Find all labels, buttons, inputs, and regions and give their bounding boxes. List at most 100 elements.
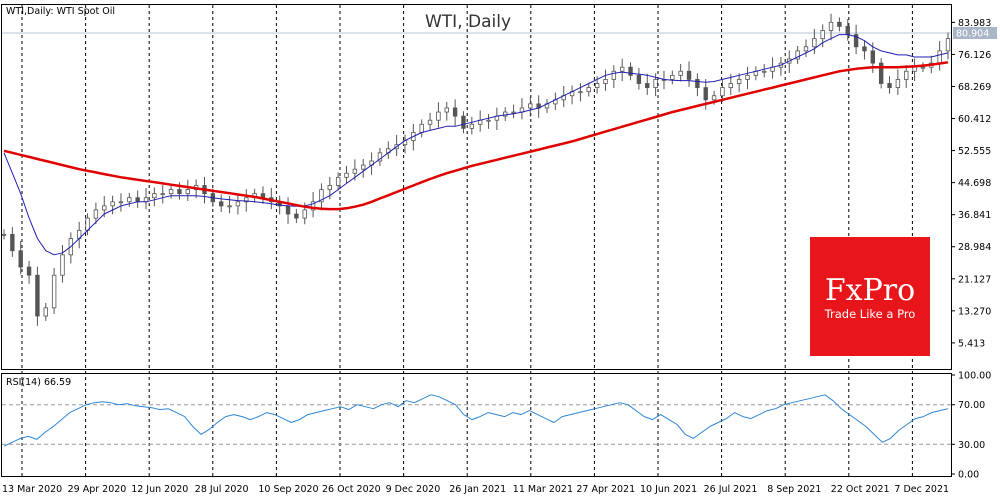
candle-body — [686, 70, 692, 80]
candle-body — [603, 79, 608, 84]
candle-body — [419, 123, 424, 133]
logo-main-text: FxPro — [825, 273, 915, 308]
candle-body — [461, 115, 466, 129]
candle-body — [60, 254, 65, 276]
candle-body — [294, 213, 299, 219]
price-tick-label: 28.984 — [958, 242, 991, 253]
date-tick-label: 26 Oct 2020 — [322, 484, 381, 495]
candle-body — [720, 87, 725, 97]
candle-body — [728, 83, 733, 88]
price-tick-label: 5.413 — [958, 338, 985, 349]
date-tick-label: 27 Apr 2021 — [576, 484, 635, 495]
date-tick-label: 26 Jul 2021 — [704, 484, 758, 495]
candle-body — [168, 189, 174, 195]
date-tick-label: 8 Sep 2021 — [767, 484, 821, 495]
candle-body — [912, 66, 917, 72]
candle-body — [653, 79, 658, 88]
candle-body — [904, 70, 909, 80]
candle-body — [177, 189, 182, 195]
candle-body — [887, 83, 892, 88]
candle-body — [469, 123, 475, 129]
candle-body — [745, 74, 750, 80]
candle-body — [43, 307, 48, 317]
date-tick-label: 12 Jun 2020 — [131, 484, 188, 495]
candle-body — [803, 46, 809, 52]
rsi-tick-label: 100.00 — [958, 371, 991, 382]
candle-body — [594, 83, 600, 88]
candle-body — [1, 234, 7, 236]
price-axis: 83.983 76.126 68.269 60.412 52.555 44.698 36.8… — [951, 18, 991, 349]
date-tick-label: 11 Mar 2021 — [513, 484, 573, 495]
chart-center-title: WTI, Daily — [425, 12, 511, 32]
candle-body — [895, 79, 901, 88]
candle-body — [51, 274, 57, 309]
candle-body — [118, 201, 124, 204]
price-tick-label: 83.983 — [958, 18, 991, 29]
candle-body — [102, 205, 107, 211]
candle-body — [937, 50, 942, 64]
date-tick-label: 26 Jan 2021 — [449, 484, 506, 495]
candle-body — [812, 38, 817, 48]
price-badge-bg — [953, 27, 997, 39]
candle-body — [436, 111, 441, 121]
price-tick-label: 52.555 — [958, 146, 991, 157]
candle-body — [227, 205, 232, 208]
candle-body — [285, 205, 291, 215]
candle-body — [703, 87, 708, 101]
date-tick-label: 28 Jul 2020 — [195, 484, 249, 495]
candle-body — [695, 79, 700, 88]
price-tick-label: 36.841 — [958, 210, 991, 221]
date-axis: 13 Mar 2020 29 Apr 2020 12 Jun 2020 28 Jul … — [2, 484, 949, 495]
fast-ma-line — [3, 34, 949, 256]
date-tick-label: 29 Apr 2020 — [68, 484, 127, 495]
candle-body — [127, 197, 132, 203]
candle-body — [352, 168, 358, 174]
candle-body — [795, 50, 800, 60]
price-tick-label: 13.270 — [958, 306, 991, 317]
candle-body — [636, 74, 642, 84]
candle-body — [828, 21, 834, 31]
moving-averages — [3, 34, 949, 256]
price-tick-label: 76.126 — [958, 50, 991, 61]
date-tick-label: 9 Dec 2020 — [386, 484, 441, 495]
rsi-line — [3, 394, 949, 447]
candle-body — [18, 250, 23, 268]
candle-body — [837, 21, 842, 27]
candle-body — [820, 30, 825, 40]
candle-body — [444, 107, 449, 113]
candle-body — [578, 91, 583, 94]
candle-body — [586, 87, 591, 93]
candle-body — [361, 164, 366, 170]
price-badge: 80.904 — [956, 29, 989, 40]
candle-body — [10, 234, 15, 252]
date-tick-label: 10 Jun 2021 — [640, 484, 697, 495]
candle-body — [160, 193, 165, 196]
candle-body — [26, 266, 32, 276]
candle-body — [611, 70, 617, 80]
candle-body — [427, 119, 433, 125]
price-tick-label: 44.698 — [958, 178, 991, 189]
rsi-tick-label: 30.00 — [958, 440, 985, 451]
price-tick-label: 21.127 — [958, 274, 991, 285]
rsi-panel-frame — [1, 373, 952, 477]
candle-body — [110, 201, 115, 207]
candle-body — [645, 83, 650, 88]
candle-body — [853, 34, 859, 48]
candle-body — [302, 209, 307, 219]
candle-body — [35, 274, 40, 317]
candle-body — [235, 201, 241, 207]
fxpro-logo: FxPro Trade Like a Pro — [810, 237, 930, 356]
rsi-title: RSI(14) 66.59 — [6, 377, 71, 388]
candle-body — [528, 103, 533, 109]
candle-body — [185, 189, 190, 195]
candle-body — [862, 46, 867, 52]
candle-body — [335, 176, 341, 186]
main-panel-frame — [1, 4, 952, 370]
candle-body — [920, 66, 926, 69]
logo-background — [810, 237, 930, 356]
rsi-series — [3, 394, 949, 447]
date-tick-label: 7 Dec 2021 — [894, 484, 949, 495]
rsi-tick-label: 0.00 — [958, 470, 979, 481]
candle-body — [845, 25, 850, 35]
